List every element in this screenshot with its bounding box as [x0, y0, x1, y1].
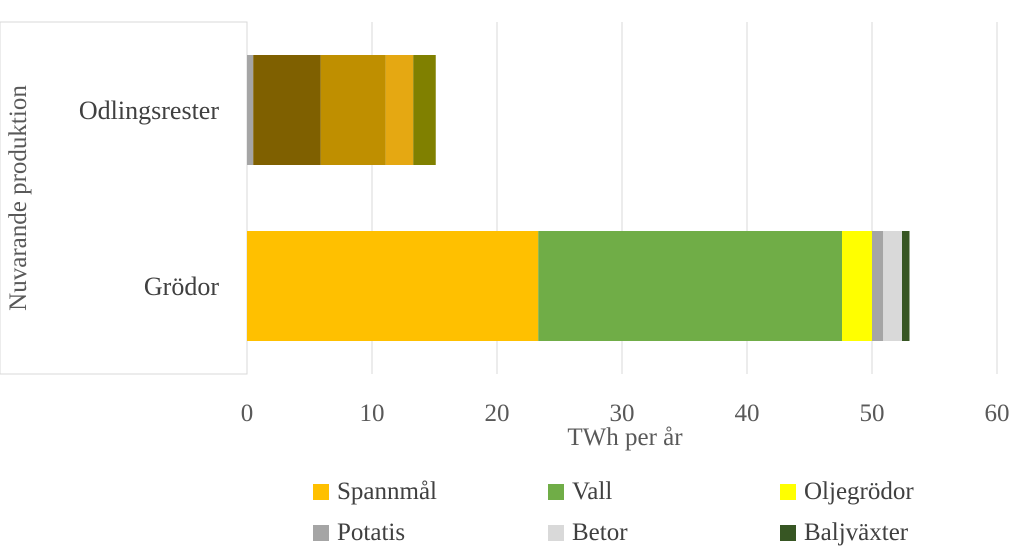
bars: [247, 55, 910, 341]
x-axis-title: TWh per år: [567, 424, 683, 451]
y-axis-title: Nuvarande produktion: [5, 85, 32, 311]
x-tick-0: 0: [241, 400, 254, 427]
legend-swatch-vall: [548, 484, 564, 500]
legend-label-oljegrodor: Oljegrödor: [804, 478, 914, 505]
legend: Spannmål Vall Oljegrödor Potatis Betor Baljvä…: [313, 478, 914, 546]
x-tick-40: 40: [735, 400, 760, 427]
x-tick-10: 10: [360, 400, 385, 427]
legend-swatch-oljegrodor: [780, 484, 796, 500]
legend-label-potatis: Potatis: [337, 519, 405, 546]
legend-swatch-baljvaxter: [780, 525, 796, 541]
bar-grodor-betor: [883, 231, 902, 341]
legend-label-baljvaxter: Baljväxter: [804, 519, 909, 546]
legend-swatch-spannmal: [313, 484, 329, 500]
bar-grodor-vall: [538, 231, 842, 341]
bar-grodor-spannmal: [247, 231, 539, 341]
bar-odlingsrester-segment-8: [385, 55, 414, 165]
bar-odlingsrester-segment-6: [253, 55, 321, 165]
legend-label-betor: Betor: [572, 519, 628, 546]
legend-swatch-betor: [548, 525, 564, 541]
bar-odlingsrester-segment-9: [413, 55, 436, 165]
x-tick-20: 20: [485, 400, 510, 427]
legend-label-vall: Vall: [572, 478, 612, 505]
bar-odlingsrester-potatis: [247, 55, 254, 165]
x-tick-labels: 0 10 20 30 40 50 60: [241, 400, 1010, 427]
bar-grodor-baljvaxter: [902, 231, 910, 341]
legend-swatch-potatis: [313, 525, 329, 541]
category-label-grodor: Grödor: [144, 272, 219, 301]
x-tick-60: 60: [985, 400, 1010, 427]
x-tick-50: 50: [860, 400, 885, 427]
bar-odlingsrester-segment-7: [320, 55, 386, 165]
x-tick-30: 30: [610, 400, 635, 427]
category-labels: Odlingsrester Grödor: [79, 96, 219, 301]
category-label-panel: [0, 21, 248, 375]
bar-grodor-potatis: [872, 231, 884, 341]
bar-grodor-oljegrodor: [842, 231, 872, 341]
legend-label-spannmal: Spannmål: [337, 478, 437, 505]
category-label-odlingsrester: Odlingsrester: [79, 96, 219, 125]
